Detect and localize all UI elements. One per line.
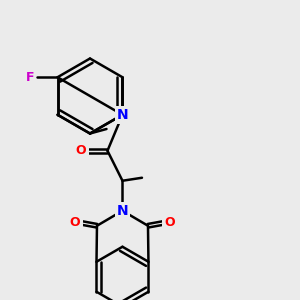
Text: O: O <box>76 144 86 157</box>
Text: O: O <box>70 216 80 229</box>
Text: F: F <box>26 71 34 84</box>
Text: O: O <box>165 216 175 229</box>
Text: N: N <box>117 204 128 218</box>
Text: N: N <box>117 108 128 122</box>
